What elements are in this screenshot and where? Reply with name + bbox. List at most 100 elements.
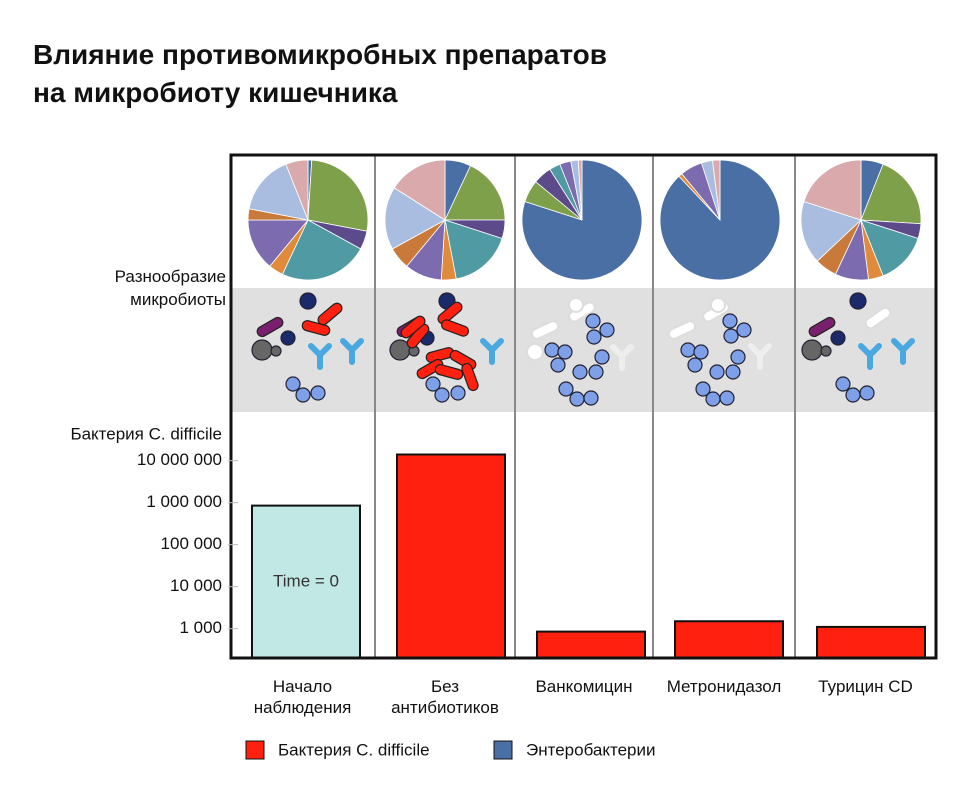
microbe <box>461 362 479 392</box>
y-tick-label: 1 000 000 <box>146 492 222 511</box>
pie-slice <box>712 159 721 221</box>
y-tick-label: 100 000 <box>161 534 222 553</box>
microbe <box>434 364 464 380</box>
pie-slice <box>860 219 919 277</box>
annotation: Time = 0 <box>273 571 339 590</box>
microbe <box>801 339 823 361</box>
x-tick-label: Турицин CD <box>818 677 913 696</box>
y-axis-label: Бактерия C. difficile <box>70 424 222 443</box>
microbe <box>864 306 892 330</box>
microbe <box>568 297 584 313</box>
microbe <box>583 390 599 406</box>
microbe <box>599 322 615 338</box>
microbe <box>550 357 566 373</box>
microbe <box>687 357 703 373</box>
bar <box>396 453 506 659</box>
microbe <box>557 344 573 360</box>
pie-slice <box>247 219 309 267</box>
microbe <box>693 344 709 360</box>
microbe <box>400 315 426 339</box>
pie-slice <box>444 165 506 221</box>
pie-slice <box>285 159 309 221</box>
bar <box>536 630 646 660</box>
microbe <box>736 322 752 338</box>
pie-slice <box>521 159 643 281</box>
marks: Time = 0 <box>247 159 926 660</box>
microbe <box>594 349 610 365</box>
microbe <box>730 349 746 365</box>
microbe <box>572 364 588 380</box>
microbe <box>835 376 851 392</box>
microbe <box>610 344 634 371</box>
microbe <box>849 292 867 310</box>
legend: Бактерия C. difficile Энтеробактерии <box>245 740 656 760</box>
microbe <box>830 330 846 346</box>
pie-slice <box>248 163 309 221</box>
microbe <box>270 345 282 357</box>
legend-swatch <box>493 740 513 760</box>
bar <box>674 620 784 660</box>
microbe <box>301 320 331 336</box>
x-tick-label: Метронидазол <box>666 677 782 696</box>
microbe <box>719 390 735 406</box>
microbe <box>569 391 585 407</box>
title: Влияние противомикробных препаратов на м… <box>33 39 607 108</box>
microbe <box>544 342 560 358</box>
microbe <box>340 338 364 365</box>
diversity-label: Разнообразие микробиоты <box>114 267 226 309</box>
pie-slice <box>393 159 446 221</box>
y-tick-label: 1 000 <box>179 618 222 637</box>
pie-slice <box>860 163 922 225</box>
microbe <box>891 338 915 365</box>
bar <box>816 625 926 660</box>
microbe <box>425 376 441 392</box>
microbe <box>845 387 861 403</box>
x-tick-label: Без антибиотиков <box>391 677 499 717</box>
pie-slice <box>307 159 369 232</box>
microbe-illustrations <box>251 292 915 407</box>
microbe <box>859 385 875 401</box>
microbe <box>526 343 544 361</box>
microbe <box>308 343 332 370</box>
microbe <box>723 328 739 344</box>
microbe <box>667 320 697 340</box>
microbe <box>710 297 726 313</box>
dividers <box>374 155 796 658</box>
microbe <box>709 364 725 380</box>
microbe <box>680 342 696 358</box>
pie-slice <box>384 187 446 250</box>
microbe <box>251 339 273 361</box>
microbe <box>295 387 311 403</box>
microbe <box>808 316 836 338</box>
microbe <box>317 302 343 326</box>
microbe <box>705 391 721 407</box>
microbe <box>450 385 466 401</box>
microbe <box>437 301 463 325</box>
microbe <box>588 364 604 380</box>
y-tick-label: 10 000 000 <box>137 450 222 469</box>
microbe <box>820 345 832 357</box>
microbe <box>695 381 711 397</box>
microbe <box>586 329 602 345</box>
pie-slice <box>444 219 503 280</box>
pie-slice <box>803 159 862 221</box>
microbe <box>256 316 284 338</box>
microbe <box>285 376 301 392</box>
microbe <box>416 358 444 380</box>
legend-label: Бактерия C. difficile <box>278 740 430 759</box>
microbe <box>748 343 772 370</box>
microbe <box>585 313 601 329</box>
microbe <box>858 343 882 370</box>
pie-slice <box>800 200 862 262</box>
x-tick-label: Ванкомицин <box>535 677 633 696</box>
legend-swatch <box>245 740 265 760</box>
pie-slice <box>577 159 583 221</box>
microbe <box>480 338 504 365</box>
microbe <box>299 292 317 310</box>
microbe <box>280 330 296 346</box>
pie-slice <box>281 219 362 281</box>
microbe <box>722 313 738 329</box>
microbe <box>725 364 741 380</box>
